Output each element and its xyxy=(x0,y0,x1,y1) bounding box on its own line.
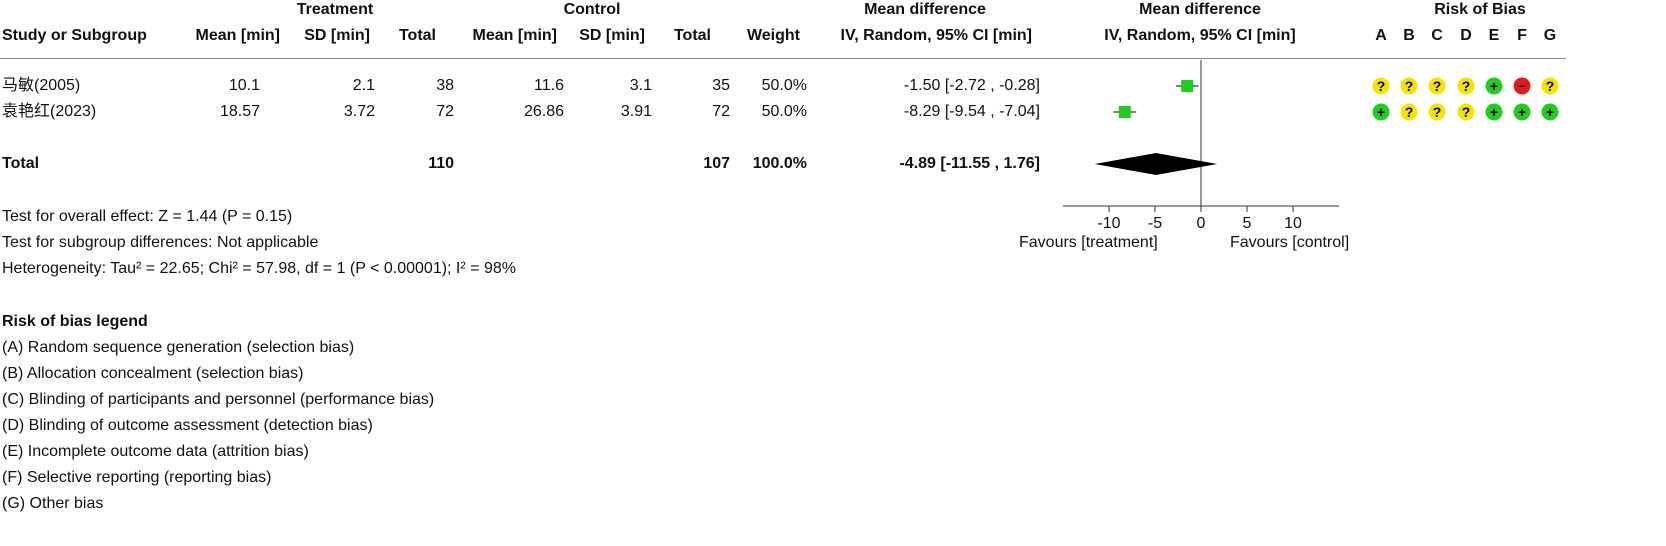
col-header-weight: Weight xyxy=(746,27,800,44)
mean-treatment: 18.57 xyxy=(219,103,260,120)
rob-dot xyxy=(1485,103,1503,121)
rob-legend-item: (C) Blinding of participants and personn… xyxy=(2,391,435,408)
mean-treatment: 10.1 xyxy=(228,77,260,94)
pooled-diamond xyxy=(1094,153,1218,175)
mean-control: 11.6 xyxy=(534,77,564,94)
study-square xyxy=(1118,106,1131,118)
rob-dot xyxy=(1541,77,1559,95)
rob-dot xyxy=(1372,77,1390,95)
weight: 50.0% xyxy=(761,77,807,94)
total-label: Total xyxy=(2,155,40,172)
rob-dot xyxy=(1372,103,1390,121)
col-header-sd-t: SD [min] xyxy=(304,27,370,44)
rob-letter: B xyxy=(1403,27,1415,44)
rob-legend-title: Risk of bias legend xyxy=(2,313,148,330)
col-header-sd-c: SD [min] xyxy=(579,27,645,44)
total-control: 35 xyxy=(712,77,730,94)
rob-dot xyxy=(1513,77,1531,95)
rob-symbol: + xyxy=(1490,104,1498,120)
col-header-md-sub: IV, Random, 95% CI [min] xyxy=(840,27,1032,44)
rob-symbol: ? xyxy=(1546,78,1555,94)
rob-symbol: + xyxy=(1377,104,1385,120)
rob-dot xyxy=(1457,77,1475,95)
total-control: 72 xyxy=(712,103,730,120)
plot-title: Mean difference xyxy=(1139,1,1261,18)
col-header-mean-t: Mean [min] xyxy=(195,27,280,44)
group-header-control: Control xyxy=(563,1,621,18)
sd-treatment: 2.1 xyxy=(352,77,375,94)
total-weight: 100.0% xyxy=(752,155,807,172)
rob-letter: A xyxy=(1375,27,1387,44)
group-header-treatment: Treatment xyxy=(296,1,374,18)
total-treatment-sum: 110 xyxy=(428,155,454,172)
col-header-study: Study or Subgroup xyxy=(2,27,147,44)
header-divider xyxy=(0,58,1566,59)
rob-letter: D xyxy=(1460,27,1472,44)
total-control-sum: 107 xyxy=(703,155,730,172)
rob-symbol: ? xyxy=(1377,78,1386,94)
sd-control: 3.1 xyxy=(629,77,652,94)
rob-legend-item: (B) Allocation concealment (selection bi… xyxy=(2,365,304,382)
rob-letter: F xyxy=(1517,27,1527,44)
x-tick-label: -5 xyxy=(1148,215,1162,232)
rob-dot xyxy=(1541,103,1559,121)
favours-treatment-label: Favours [treatment] xyxy=(1019,234,1158,251)
rob-symbol: ? xyxy=(1405,104,1414,120)
rob-symbol: ? xyxy=(1462,78,1471,94)
rob-symbol: + xyxy=(1518,104,1526,120)
rob-dot xyxy=(1428,77,1446,95)
study-square xyxy=(1181,80,1194,92)
rob-dot xyxy=(1428,103,1446,121)
rob-title: Risk of Bias xyxy=(1434,1,1526,18)
study-name: 袁艳红(2023) xyxy=(2,103,97,120)
x-tick-label: -10 xyxy=(1097,215,1120,232)
rob-letter: C xyxy=(1431,27,1443,44)
ci-text: -1.50 [-2.72 , -0.28] xyxy=(903,77,1040,94)
rob-dot xyxy=(1400,103,1418,121)
rob-legend-item: (G) Other bias xyxy=(2,495,104,512)
sd-control: 3.91 xyxy=(620,103,652,120)
rob-symbol: + xyxy=(1546,104,1554,120)
rob-legend-item: (A) Random sequence generation (selectio… xyxy=(2,339,355,356)
col-header-total-c: Total xyxy=(673,27,711,44)
sd-treatment: 3.72 xyxy=(343,103,375,120)
rob-letter: E xyxy=(1488,27,1500,44)
md-column-title: Mean difference xyxy=(864,1,986,18)
rob-dot xyxy=(1485,77,1503,95)
x-tick-label: 0 xyxy=(1197,215,1206,232)
overall-effect-note: Test for overall effect: Z = 1.44 (P = 0… xyxy=(2,208,293,225)
weight: 50.0% xyxy=(761,103,807,120)
favours-control-label: Favours [control] xyxy=(1230,234,1350,251)
ci-text: -8.29 [-9.54 , -7.04] xyxy=(903,103,1040,120)
col-header-mean-c: Mean [min] xyxy=(472,27,557,44)
total-treatment: 72 xyxy=(436,103,454,120)
rob-dot xyxy=(1400,77,1418,95)
rob-symbol: ? xyxy=(1433,104,1442,120)
plot-subtitle: IV, Random, 95% CI [min] xyxy=(1104,27,1296,44)
pooled-ci-text: -4.89 [-11.55 , 1.76] xyxy=(899,155,1040,172)
heterogeneity-note: Heterogeneity: Tau² = 22.65; Chi² = 57.9… xyxy=(2,260,516,277)
x-tick-label: 10 xyxy=(1284,215,1302,232)
rob-legend-item: (F) Selective reporting (reporting bias) xyxy=(2,469,272,486)
mean-control: 26.86 xyxy=(523,103,564,120)
rob-dot xyxy=(1457,103,1475,121)
rob-symbol: ? xyxy=(1405,78,1414,94)
rob-symbol: − xyxy=(1518,78,1526,94)
total-treatment: 38 xyxy=(436,77,454,94)
study-name: 马敏(2005) xyxy=(2,77,81,94)
rob-legend-item: (E) Incomplete outcome data (attrition b… xyxy=(2,443,309,460)
subgroup-note: Test for subgroup differences: Not appli… xyxy=(2,234,319,251)
rob-legend-item: (D) Blinding of outcome assessment (dete… xyxy=(2,417,373,434)
rob-symbol: ? xyxy=(1462,104,1471,120)
rob-letter: G xyxy=(1543,27,1557,44)
x-tick-label: 5 xyxy=(1243,215,1252,232)
rob-symbol: ? xyxy=(1433,78,1442,94)
rob-symbol: + xyxy=(1490,78,1498,94)
col-header-total-t: Total xyxy=(398,27,436,44)
rob-dot xyxy=(1513,103,1531,121)
